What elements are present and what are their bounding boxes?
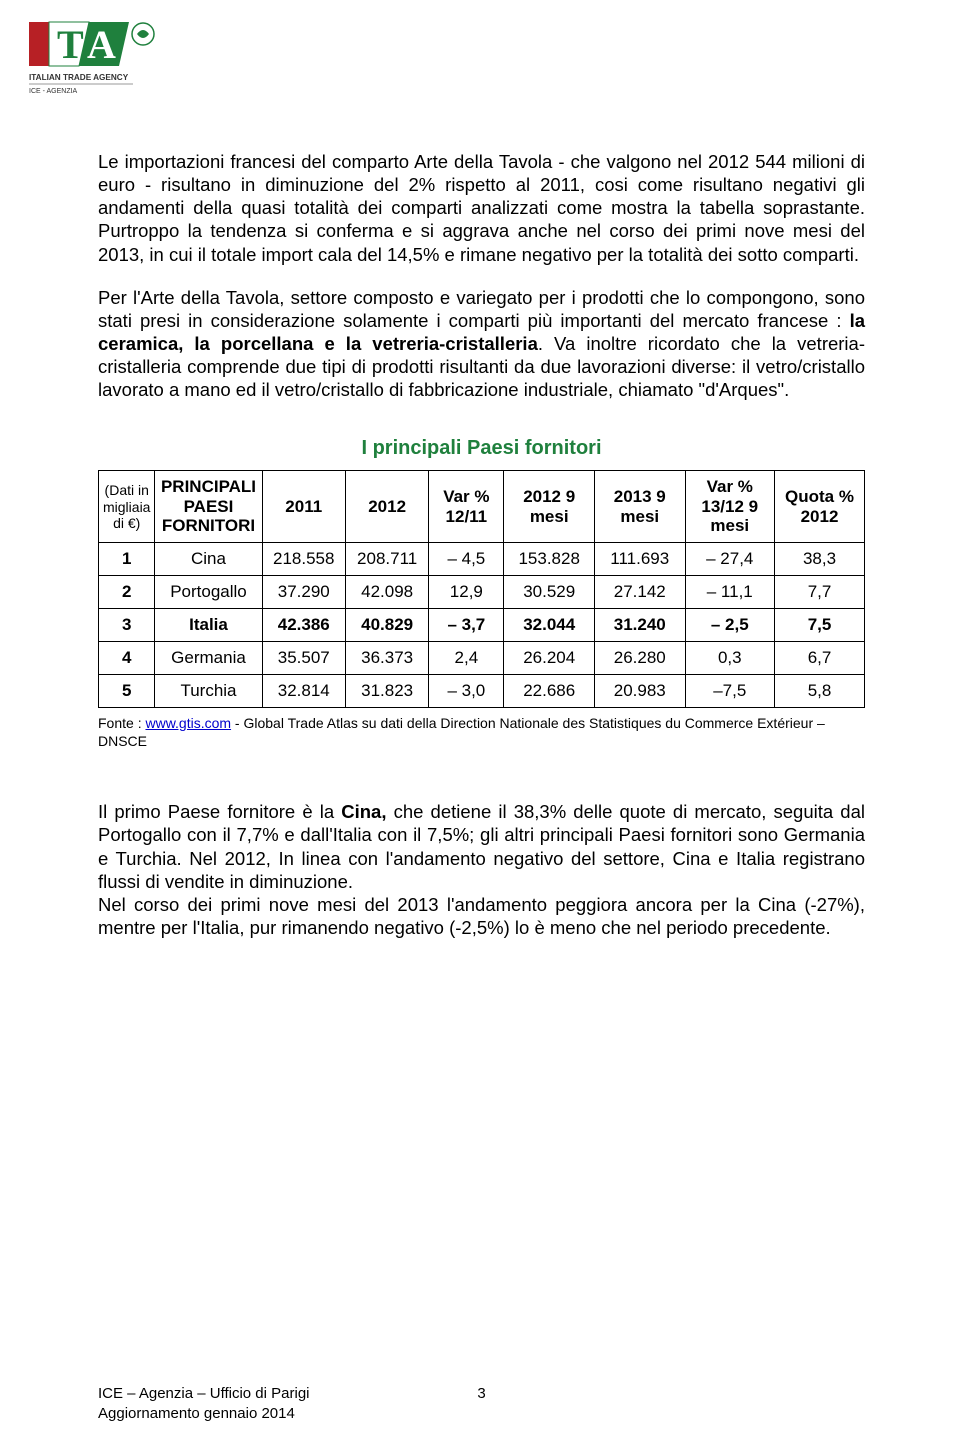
table-row: 1Cina218.558208.711– 4,5153.828111.693– … <box>99 542 865 575</box>
p3-d: Nel corso dei primi nove mesi del 2013 l… <box>98 894 865 938</box>
th-2012-9m: 2012 9 mesi <box>504 471 595 543</box>
table-row: 4Germania35.50736.3732,426.20426.2800,36… <box>99 641 865 674</box>
paragraph-3: Il primo Paese fornitore è la Cina, che … <box>98 800 865 939</box>
cell-y2011: 37.290 <box>262 575 345 608</box>
cell-rank: 3 <box>99 608 155 641</box>
cell-var2: – 2,5 <box>685 608 775 641</box>
cell-var2: –7,5 <box>685 674 775 707</box>
table-header-row: (Dati in migliaia di €) PRINCIPALI PAESI… <box>99 471 865 543</box>
cell-y2012: 31.823 <box>345 674 428 707</box>
cell-m2013: 26.280 <box>595 641 685 674</box>
table-row: 5Turchia32.81431.823– 3,022.68620.983–7,… <box>99 674 865 707</box>
p3-bold: Cina, <box>341 801 386 822</box>
cell-m2012: 30.529 <box>504 575 595 608</box>
svg-text:T: T <box>57 22 84 67</box>
cell-m2013: 20.983 <box>595 674 685 707</box>
th-var1: Var % 12/11 <box>429 471 504 543</box>
cell-var2: – 27,4 <box>685 542 775 575</box>
cell-var1: 2,4 <box>429 641 504 674</box>
cell-y2011: 42.386 <box>262 608 345 641</box>
footer-line2: Aggiornamento gennaio 2014 <box>98 1404 865 1424</box>
th-2011: 2011 <box>262 471 345 543</box>
cell-y2012: 42.098 <box>345 575 428 608</box>
cell-y2011: 218.558 <box>262 542 345 575</box>
cell-name: Portogallo <box>155 575 262 608</box>
th-var2: Var % 13/12 9 mesi <box>685 471 775 543</box>
cell-rank: 2 <box>99 575 155 608</box>
cell-m2013: 31.240 <box>595 608 685 641</box>
cell-rank: 1 <box>99 542 155 575</box>
cell-m2012: 22.686 <box>504 674 595 707</box>
th-2013-9m: 2013 9 mesi <box>595 471 685 543</box>
cell-var1: – 4,5 <box>429 542 504 575</box>
paragraph-2: Per l'Arte della Tavola, settore compost… <box>98 286 865 402</box>
page-footer: ICE – Agenzia – Ufficio di Parigi Aggior… <box>98 1384 865 1423</box>
cell-var2: – 11,1 <box>685 575 775 608</box>
p3-a: Il primo Paese fornitore è la <box>98 801 341 822</box>
table-title: I principali Paesi fornitori <box>98 437 865 460</box>
cell-name: Italia <box>155 608 262 641</box>
source-prefix: Fonte : <box>98 715 145 731</box>
th-quota: Quota % 2012 <box>775 471 865 543</box>
table-source: Fonte : www.gtis.com - Global Trade Atla… <box>98 714 865 750</box>
th-unit: (Dati in migliaia di €) <box>99 471 155 543</box>
cell-y2012: 36.373 <box>345 641 428 674</box>
table-row: 2Portogallo37.29042.09812,930.52927.142–… <box>99 575 865 608</box>
th-2012: 2012 <box>345 471 428 543</box>
cell-quota: 38,3 <box>775 542 865 575</box>
cell-rank: 5 <box>99 674 155 707</box>
ita-logo: T A ITALIAN TRADE AGENCY ICE - AGENZIA <box>25 20 165 95</box>
p2-text-a: Per l'Arte della Tavola, settore compost… <box>98 287 865 331</box>
cell-name: Turchia <box>155 674 262 707</box>
cell-var1: – 3,7 <box>429 608 504 641</box>
cell-name: Germania <box>155 641 262 674</box>
cell-quota: 7,5 <box>775 608 865 641</box>
svg-text:ICE - AGENZIA: ICE - AGENZIA <box>29 88 78 95</box>
suppliers-table: (Dati in migliaia di €) PRINCIPALI PAESI… <box>98 470 865 708</box>
cell-y2012: 40.829 <box>345 608 428 641</box>
svg-text:A: A <box>87 22 116 67</box>
cell-quota: 5,8 <box>775 674 865 707</box>
cell-quota: 6,7 <box>775 641 865 674</box>
cell-m2012: 153.828 <box>504 542 595 575</box>
cell-rank: 4 <box>99 641 155 674</box>
svg-text:ITALIAN TRADE AGENCY: ITALIAN TRADE AGENCY <box>29 73 129 82</box>
cell-quota: 7,7 <box>775 575 865 608</box>
table-row: 3Italia42.38640.829– 3,732.04431.240– 2,… <box>99 608 865 641</box>
page-number: 3 <box>98 1384 865 1404</box>
cell-name: Cina <box>155 542 262 575</box>
paragraph-1: Le importazioni francesi del comparto Ar… <box>98 150 865 266</box>
cell-m2012: 32.044 <box>504 608 595 641</box>
cell-var1: – 3,0 <box>429 674 504 707</box>
th-name: PRINCIPALI PAESI FORNITORI <box>155 471 262 543</box>
cell-m2012: 26.204 <box>504 641 595 674</box>
cell-y2011: 32.814 <box>262 674 345 707</box>
cell-var1: 12,9 <box>429 575 504 608</box>
cell-y2011: 35.507 <box>262 641 345 674</box>
document-body: Le importazioni francesi del comparto Ar… <box>98 150 865 939</box>
cell-m2013: 111.693 <box>595 542 685 575</box>
cell-y2012: 208.711 <box>345 542 428 575</box>
source-link[interactable]: www.gtis.com <box>145 715 231 731</box>
cell-var2: 0,3 <box>685 641 775 674</box>
cell-m2013: 27.142 <box>595 575 685 608</box>
